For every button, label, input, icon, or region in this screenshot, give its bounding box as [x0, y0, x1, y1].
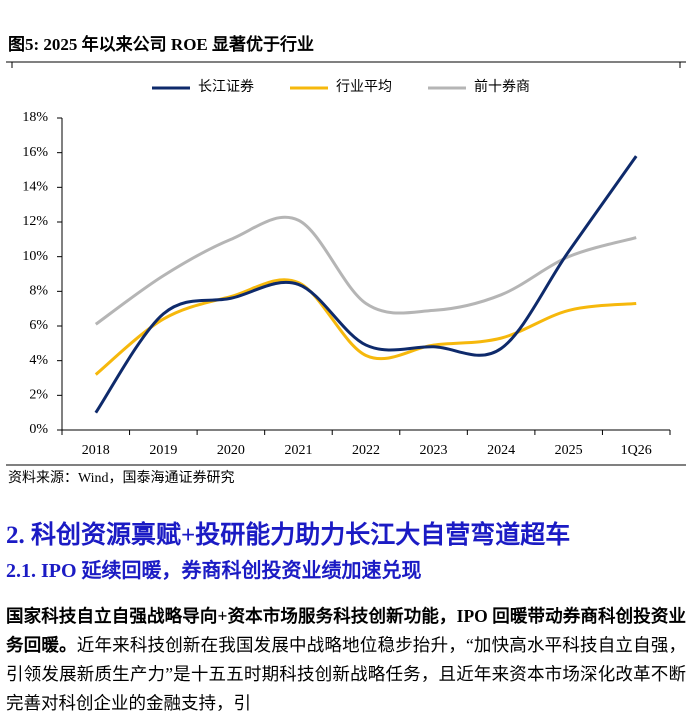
y-tick-label: 2%	[29, 388, 48, 403]
y-tick-label: 6%	[29, 318, 48, 333]
figure-title: 图5: 2025 年以来公司 ROE 显著优于行业	[8, 34, 314, 54]
section-heading: 2. 科创资源禀赋+投研能力助力长江大自营弯道超车	[6, 522, 571, 549]
source: 资料来源：Wind，国泰海通证券研究	[8, 470, 235, 486]
y-tick-label: 0%	[29, 422, 48, 437]
paragraph: 国家科技自立自强战略导向+资本市场服务科技创新功能，IPO 回暖带动券商科创投资…	[6, 602, 686, 718]
x-tick-label: 2022	[352, 443, 380, 458]
x-tick-label: 2018	[82, 443, 110, 458]
paragraph-text: 近年来科技创新在我国发展中战略地位稳步抬升，“加快高水平科技自立自强，引领发展新…	[6, 635, 687, 713]
subsection-heading: 2.1. IPO 延续回暖，券商科创投资业绩加速兑现	[6, 560, 422, 582]
x-tick-label: 2024	[487, 443, 515, 458]
x-tick-label: 2021	[284, 443, 312, 458]
series-line	[94, 155, 638, 414]
legend-label: 行业平均	[336, 79, 392, 95]
y-tick-label: 10%	[22, 249, 48, 264]
paragraph-bold: 国家科技自立自强战略导向+资本市场服务科技创新功能，IPO 回暖带动券商科创投资…	[6, 606, 686, 655]
y-tick-label: 16%	[22, 145, 48, 160]
y-tick-label: 12%	[22, 214, 48, 229]
figure: 图5: 2025 年以来公司 ROE 显著优于行业 资料来源：Wind，国泰海通…	[6, 34, 686, 486]
x-tick-label: 2019	[149, 443, 177, 458]
series-line	[94, 215, 637, 326]
y-tick-label: 14%	[22, 180, 48, 195]
y-tick-label: 18%	[22, 110, 48, 125]
x-tick-label: 2020	[217, 443, 245, 458]
y-tick-label: 8%	[29, 284, 48, 299]
legend-label: 长江证券	[198, 79, 254, 95]
x-tick-label: 1Q26	[621, 443, 652, 458]
plot: 0% 2% 4% 6% 8% 10% 12% 14% 16% 18% 2018 2019 2020 202…	[22, 78, 671, 458]
x-tick-label: 2025	[555, 443, 583, 458]
legend-label: 前十券商	[474, 78, 530, 95]
x-tick-label: 2023	[420, 443, 448, 458]
series-line	[94, 278, 637, 376]
y-tick-label: 4%	[29, 353, 48, 368]
